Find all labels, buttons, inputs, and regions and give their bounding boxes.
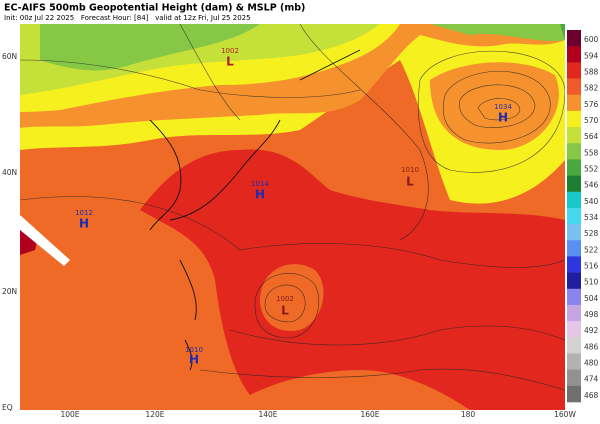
colorbar-label: 480 bbox=[584, 359, 599, 368]
height-field bbox=[430, 24, 565, 42]
lon-label: 140E bbox=[258, 410, 277, 419]
center-type: H bbox=[255, 188, 265, 202]
height-field bbox=[430, 62, 559, 150]
colorbar-label: 540 bbox=[584, 197, 599, 206]
map: 1002 L 1010 L 1034 H 1012 H 1014 H 1002 … bbox=[2, 24, 576, 419]
colorbar-swatch bbox=[567, 143, 581, 160]
center-pressure: 1012 bbox=[75, 209, 93, 217]
center-pressure: 1010 bbox=[185, 346, 203, 354]
colorbar-label: 552 bbox=[584, 164, 599, 173]
title: EC-AIFS 500mb Geopotential Height (dam) … bbox=[4, 3, 305, 14]
colorbar-swatch bbox=[567, 272, 581, 290]
lat-label: 60N bbox=[2, 52, 17, 61]
colorbar-swatch bbox=[567, 304, 581, 322]
lat-label: EQ bbox=[2, 403, 13, 412]
axis-labels: 60N 40N 20N EQ 100E 120E 140E 160E 180 1… bbox=[2, 52, 576, 419]
watermark bbox=[20, 215, 70, 266]
colorbar-label: 486 bbox=[584, 342, 599, 351]
colorbar: 600 594 588 582 576 570 564 558 552 546 540 534 528 5… bbox=[567, 30, 599, 403]
center-pressure: 1010 bbox=[401, 166, 419, 174]
colorbar-label: 516 bbox=[584, 262, 599, 271]
colorbar-swatch bbox=[567, 288, 581, 306]
colorbar-label: 600 bbox=[584, 35, 599, 44]
colorbar-swatch bbox=[567, 337, 581, 354]
colorbar-swatch bbox=[567, 321, 581, 338]
colorbar-label: 588 bbox=[584, 67, 599, 76]
colorbar-label: 564 bbox=[584, 132, 599, 141]
colorbar-label: 558 bbox=[584, 148, 599, 157]
colorbar-swatch bbox=[567, 240, 581, 257]
colorbar-swatch bbox=[567, 353, 581, 370]
center-type: L bbox=[226, 55, 234, 69]
lat-label: 20N bbox=[2, 287, 17, 296]
colorbar-swatch bbox=[567, 385, 581, 403]
center-type: H bbox=[79, 217, 89, 231]
colorbar-label: 528 bbox=[584, 229, 599, 238]
height-field bbox=[40, 24, 260, 71]
colorbar-swatch bbox=[567, 369, 581, 387]
lon-label: 180 bbox=[461, 410, 476, 419]
colorbar-label: 570 bbox=[584, 116, 599, 125]
colorbar-label: 522 bbox=[584, 245, 599, 254]
center-type: H bbox=[189, 353, 199, 367]
colorbar-label: 498 bbox=[584, 310, 599, 319]
height-field bbox=[260, 264, 324, 331]
colorbar-label: 594 bbox=[584, 51, 599, 60]
coastline bbox=[149, 49, 361, 371]
colorbar-swatch bbox=[567, 30, 581, 47]
lon-label: 160W bbox=[554, 410, 576, 419]
colorbar-label: 534 bbox=[584, 213, 599, 222]
lon-label: 120E bbox=[145, 410, 164, 419]
lat-label: 40N bbox=[2, 168, 17, 177]
lon-label: 160E bbox=[360, 410, 379, 419]
colorbar-swatch bbox=[567, 127, 581, 144]
colorbar-label: 510 bbox=[584, 278, 599, 287]
pressure-centers: 1002 L 1010 L 1034 H 1012 H 1014 H 1002 … bbox=[75, 47, 512, 367]
height-field bbox=[560, 24, 565, 40]
center-type: L bbox=[406, 175, 414, 189]
center-pressure: 1034 bbox=[494, 103, 512, 111]
colorbar-swatch bbox=[567, 110, 581, 128]
colorbar-swatch bbox=[567, 256, 581, 273]
center-pressure: 1002 bbox=[221, 47, 239, 55]
colorbar-swatch bbox=[567, 159, 581, 176]
center-type: H bbox=[498, 111, 508, 125]
subtitle: Init: 00z Jul 22 2025 Forecast Hour: [84… bbox=[4, 14, 251, 22]
colorbar-label: 546 bbox=[584, 181, 599, 190]
colorbar-swatch bbox=[567, 191, 581, 209]
colorbar-label: 474 bbox=[584, 375, 599, 384]
lon-label: 100E bbox=[60, 410, 79, 419]
colorbar-swatch bbox=[567, 207, 581, 225]
colorbar-swatch bbox=[567, 224, 581, 241]
colorbar-label: 504 bbox=[584, 294, 599, 303]
center-pressure: 1014 bbox=[251, 180, 269, 188]
colorbar-swatch bbox=[567, 62, 581, 79]
center-pressure: 1002 bbox=[276, 295, 294, 303]
colorbar-label: 468 bbox=[584, 391, 599, 400]
colorbar-label: 576 bbox=[584, 100, 599, 109]
colorbar-swatch bbox=[567, 46, 581, 63]
colorbar-swatch bbox=[567, 78, 581, 95]
colorbar-swatch bbox=[567, 175, 581, 193]
center-type: L bbox=[281, 304, 289, 318]
colorbar-label: 492 bbox=[584, 326, 599, 335]
height-field bbox=[140, 149, 565, 410]
colorbar-swatch bbox=[567, 94, 581, 112]
colorbar-label: 582 bbox=[584, 84, 599, 93]
